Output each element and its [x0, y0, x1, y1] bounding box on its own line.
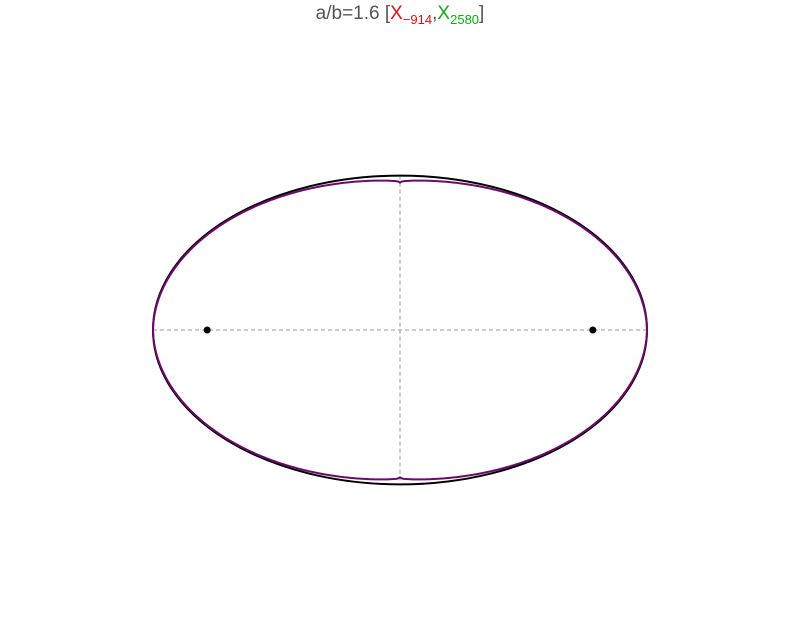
title-first-letter: X: [390, 3, 403, 24]
title-prefix: a/b=1.6 [: [315, 3, 391, 24]
title-second-letter: X: [437, 3, 451, 24]
title-suffix: ]: [479, 3, 485, 24]
title-second-index: 2580: [450, 12, 480, 27]
derived-curve: [151, 179, 649, 481]
focus-point-right: [589, 326, 597, 334]
title-separator: ,: [432, 3, 438, 24]
focus-point-left: [203, 326, 211, 334]
figure-title: a/b=1.6 [X−914,X2580]: [0, 3, 800, 27]
title-first-index: −914: [402, 12, 433, 27]
